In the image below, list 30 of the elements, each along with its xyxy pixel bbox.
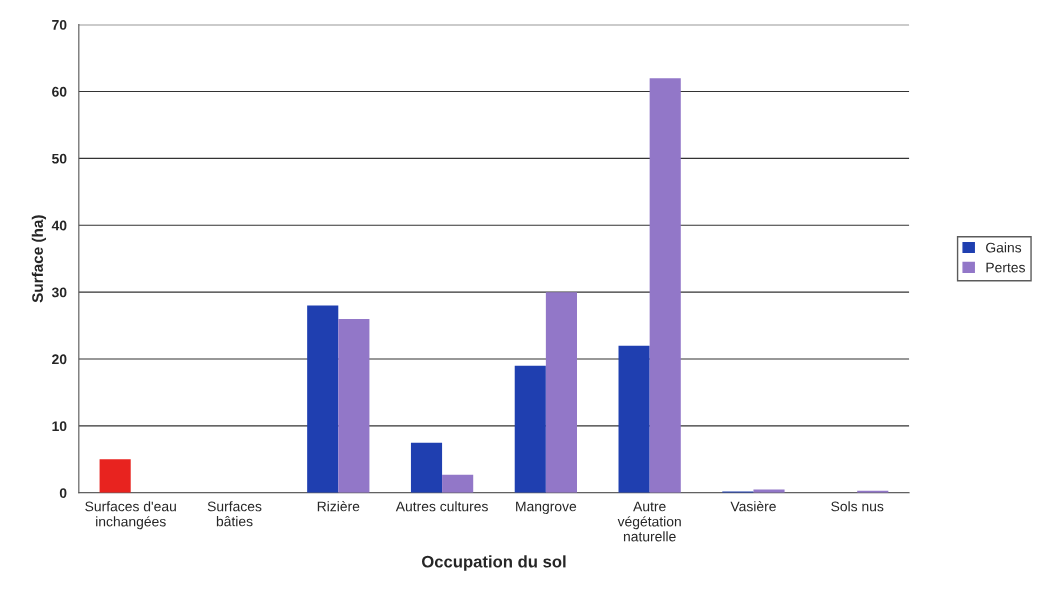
x-tick-label: Vasière: [730, 500, 776, 512]
bar: [99, 459, 131, 493]
x-tick-label: Surfaces d'eau inchangées: [85, 501, 176, 530]
y-tick-label: 60: [52, 86, 67, 97]
x-tick-label: Sols nus: [831, 501, 884, 512]
bar: [545, 292, 577, 493]
y-axis-title: Surface (ha): [31, 215, 47, 303]
x-tick-label: Autres cultures: [395, 501, 488, 512]
y-tick-label: 50: [52, 153, 67, 164]
bar: [307, 305, 339, 493]
legend-label: Pertes: [986, 262, 1025, 273]
x-tick-label: Mangrove: [516, 501, 577, 515]
y-tick-label: 20: [52, 354, 67, 365]
x-tick-label: Rizière: [317, 500, 360, 512]
bar: [442, 474, 474, 493]
bar: [753, 489, 785, 493]
bar: [338, 318, 370, 493]
y-tick-label: 0: [59, 488, 67, 498]
bar: [514, 365, 546, 493]
bar: [618, 345, 650, 493]
y-tick-label: 10: [52, 421, 67, 432]
x-tick-label: Autre végétation naturelle: [617, 501, 681, 542]
y-tick-label: 40: [51, 220, 67, 231]
bar: [410, 442, 443, 493]
x-tick-label: Surfaces bâties: [207, 501, 262, 527]
legend-label: Gains: [986, 242, 1022, 253]
y-tick-label: 30: [51, 287, 67, 298]
y-tick-label: 70: [52, 19, 67, 30]
bar: [649, 78, 681, 493]
x-axis-title: Occupation du sol: [421, 555, 566, 571]
